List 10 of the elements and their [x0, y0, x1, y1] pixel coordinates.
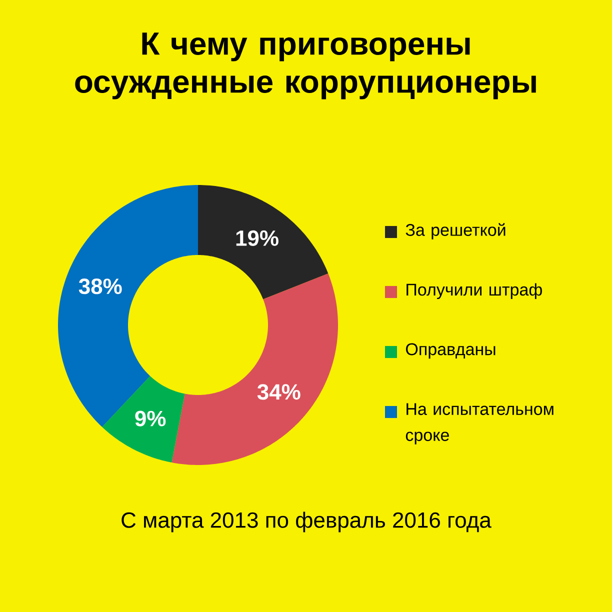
- chart-title: К чему приговорены осужденные коррупционеры: [75, 32, 536, 100]
- text: С марта 2013 по февраль 2016 года: [122, 512, 492, 532]
- data-label: 19%: [236, 230, 278, 246]
- legend-label: Оправданы: [406, 343, 496, 359]
- legend-label: За решеткой: [406, 223, 506, 240]
- data-label: 9%: [135, 410, 166, 426]
- legend-label: Получили штраф: [406, 283, 542, 300]
- legend-label: На испытательном сроке: [406, 403, 554, 444]
- data-label: 34%: [257, 384, 300, 400]
- data-label: 38%: [78, 278, 122, 294]
